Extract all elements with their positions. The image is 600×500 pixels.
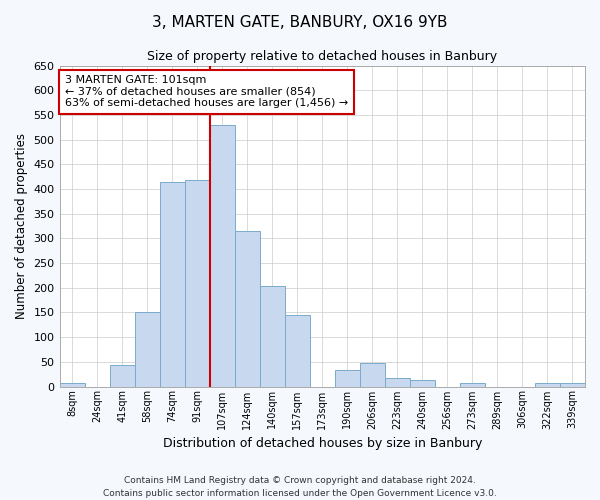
- Text: Contains HM Land Registry data © Crown copyright and database right 2024.
Contai: Contains HM Land Registry data © Crown c…: [103, 476, 497, 498]
- Bar: [160, 182, 185, 386]
- X-axis label: Distribution of detached houses by size in Banbury: Distribution of detached houses by size …: [163, 437, 482, 450]
- Bar: [285, 316, 310, 386]
- Bar: [209, 125, 235, 386]
- Bar: [235, 231, 260, 386]
- Bar: [59, 382, 85, 386]
- Title: Size of property relative to detached houses in Banbury: Size of property relative to detached ho…: [147, 50, 497, 63]
- Bar: [134, 312, 160, 386]
- Text: 3 MARTEN GATE: 101sqm
← 37% of detached houses are smaller (854)
63% of semi-det: 3 MARTEN GATE: 101sqm ← 37% of detached …: [65, 75, 348, 108]
- Bar: [335, 370, 360, 386]
- Y-axis label: Number of detached properties: Number of detached properties: [15, 133, 28, 319]
- Bar: [410, 380, 435, 386]
- Bar: [185, 180, 209, 386]
- Bar: [110, 366, 134, 386]
- Text: 3, MARTEN GATE, BANBURY, OX16 9YB: 3, MARTEN GATE, BANBURY, OX16 9YB: [152, 15, 448, 30]
- Bar: [560, 382, 585, 386]
- Bar: [385, 378, 410, 386]
- Bar: [260, 286, 285, 386]
- Bar: [535, 382, 560, 386]
- Bar: [360, 363, 385, 386]
- Bar: [460, 382, 485, 386]
